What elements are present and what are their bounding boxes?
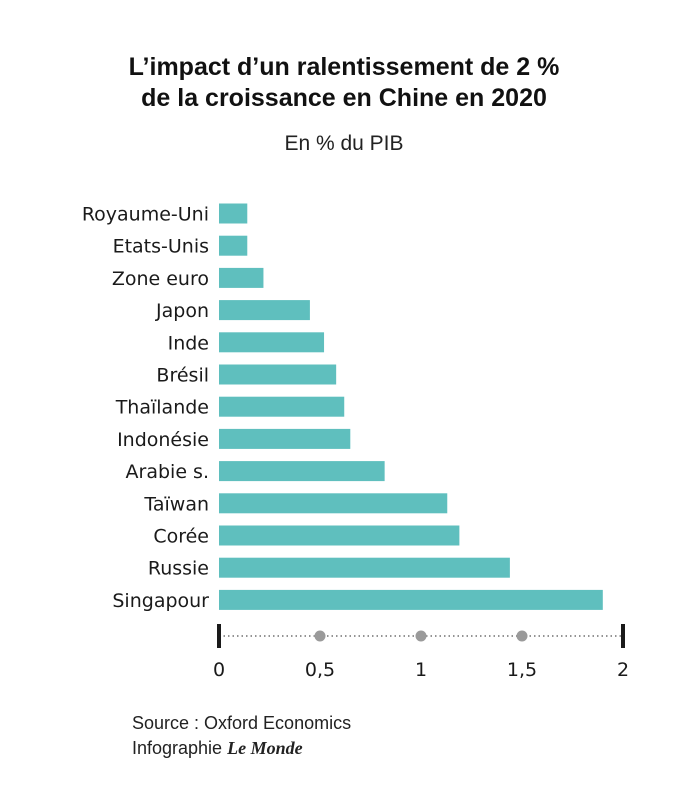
bar-9 — [219, 493, 448, 514]
category-labels: Royaume-Uni Etats-Unis Zone euro Japon Inde B… — [82, 204, 209, 612]
bar-12 — [219, 589, 603, 610]
x-tick-label: 0 — [213, 659, 225, 681]
category-label: Taïwan — [143, 493, 209, 515]
bar-8 — [219, 461, 385, 482]
bar-0 — [219, 203, 248, 224]
category-label: Zone euro — [112, 268, 209, 290]
category-label: Inde — [168, 332, 209, 354]
x-axis: 0 0,5 1 1,5 2 — [213, 624, 629, 681]
x-axis-tick-dot — [314, 630, 326, 642]
x-tick-label: 2 — [617, 659, 629, 681]
category-label: Brésil — [156, 365, 209, 387]
credit-brand: Le Monde — [227, 738, 303, 758]
source-note: Source : Oxford Economics — [132, 713, 352, 733]
bar-5 — [219, 364, 337, 385]
credit-prefix: Infographie — [132, 738, 223, 758]
chart-title: L’impact d’un ralentissement de 2 % de l… — [0, 52, 688, 114]
category-label: Royaume-Uni — [82, 204, 209, 226]
bar-2 — [219, 267, 264, 288]
chart-title-line-2: de la croissance en Chine en 2020 — [141, 84, 547, 112]
x-tick-label: 0,5 — [305, 659, 335, 681]
x-axis-end-mark — [217, 624, 221, 648]
bar-7 — [219, 428, 351, 449]
category-label: Arabie s. — [126, 461, 209, 483]
bar-1 — [219, 235, 248, 256]
category-label: Thaïlande — [115, 397, 209, 419]
x-axis-tick-dot — [516, 630, 528, 642]
category-label: Japon — [155, 300, 209, 322]
credit-line: Infographie Le Monde — [132, 736, 351, 761]
bar-3 — [219, 300, 310, 321]
x-tick-label: 1,5 — [507, 659, 537, 681]
category-label: Russie — [148, 558, 209, 580]
bar-11 — [219, 557, 510, 578]
bar-4 — [219, 332, 325, 353]
x-tick-label: 1 — [415, 659, 427, 681]
chart-subtitle: En % du PIB — [284, 132, 404, 155]
x-axis-end-mark — [621, 624, 625, 648]
category-label: Singapour — [112, 590, 209, 612]
footer: Source : Oxford Economics Infographie Le… — [132, 711, 351, 761]
bar-group — [219, 203, 603, 610]
chart-title-line-1: L’impact d’un ralentissement de 2 % — [128, 53, 560, 81]
bar-6 — [219, 396, 345, 417]
category-label: Etats-Unis — [113, 236, 209, 258]
category-label: Corée — [153, 526, 209, 548]
bar-10 — [219, 525, 460, 546]
category-label: Indonésie — [117, 429, 209, 451]
x-axis-tick-dot — [415, 630, 427, 642]
